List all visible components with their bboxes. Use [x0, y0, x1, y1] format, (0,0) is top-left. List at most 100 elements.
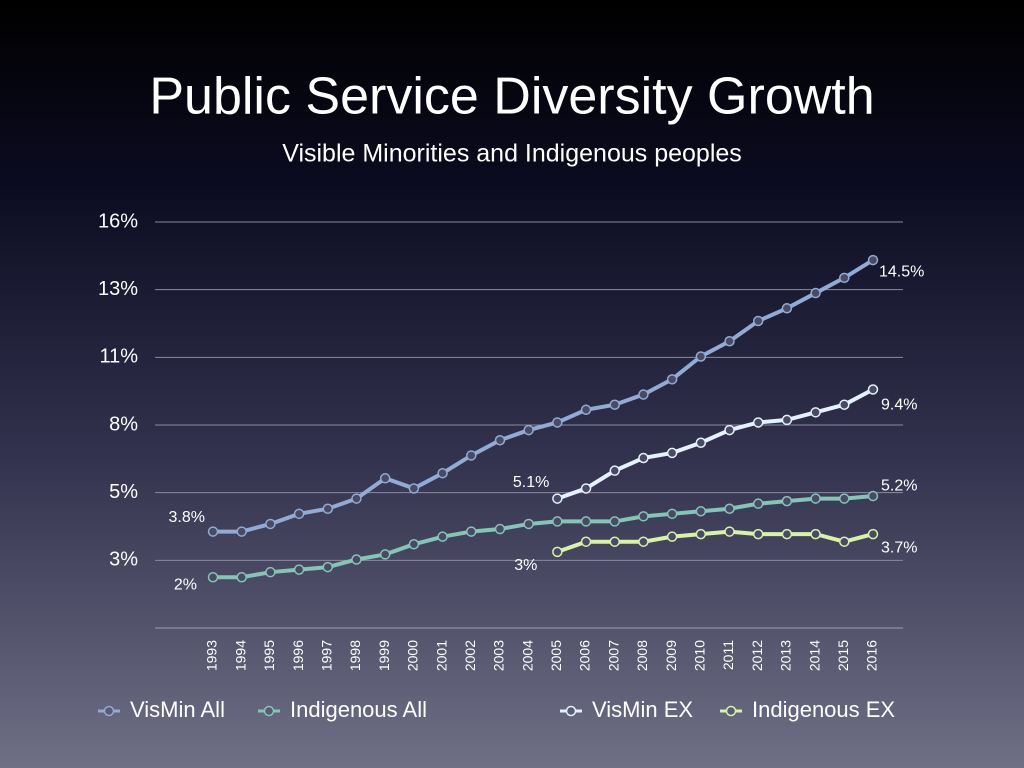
x-tick-label: 2003: [491, 640, 507, 671]
x-tick-label: 1997: [318, 640, 334, 671]
x-tick-label: 2008: [634, 640, 650, 671]
data-label: 2%: [174, 576, 197, 593]
x-tick-label: 2000: [405, 640, 421, 671]
data-label: 14.5%: [879, 263, 924, 280]
x-tick-label: 2002: [462, 640, 478, 671]
legend-item: VisMin All: [98, 697, 225, 722]
series-line: [556, 529, 874, 554]
data-point: [695, 351, 707, 362]
data-point: [810, 493, 821, 504]
x-tick-label: 2001: [433, 640, 449, 671]
data-point: [781, 495, 793, 507]
y-tick-label: 8%: [109, 413, 138, 435]
x-tick-label: 2006: [577, 640, 593, 671]
data-point: [207, 572, 219, 583]
series-line: [213, 494, 874, 580]
data-label: 3%: [514, 557, 537, 574]
legend-marker: [565, 705, 577, 717]
data-point: [322, 561, 334, 573]
data-label: 3.7%: [881, 539, 917, 556]
y-tick-label: 11%: [99, 346, 138, 368]
data-point: [752, 417, 764, 428]
data-point: [666, 531, 678, 542]
data-point: [408, 483, 420, 494]
legend-item: Indigenous EX: [720, 697, 895, 722]
x-tick-label: 2005: [548, 640, 564, 671]
legend-marker: [725, 705, 737, 717]
data-point: [666, 374, 678, 385]
y-tick-label: 13%: [98, 278, 138, 300]
data-point: [638, 511, 649, 522]
data-point: [609, 516, 620, 527]
data-label: 5.2%: [881, 477, 917, 494]
data-point: [293, 564, 305, 575]
data-point: [724, 526, 735, 537]
x-tick-label: 2012: [749, 640, 765, 671]
x-tick-label: 2007: [605, 640, 621, 671]
x-tick-label: 1994: [232, 640, 248, 671]
data-point: [466, 526, 477, 537]
data-point: [580, 404, 592, 416]
data-point: [552, 516, 563, 527]
data-point: [609, 399, 620, 410]
data-point: [638, 452, 649, 464]
x-tick-label: 1996: [290, 640, 306, 671]
legend-label: VisMin EX: [592, 697, 693, 722]
data-point: [351, 554, 362, 565]
chart-subtitle: Visible Minorities and Indigenous people…: [282, 140, 742, 168]
data-point: [265, 566, 276, 578]
legend-item: Indigenous All: [258, 697, 427, 722]
y-tick-label: 3%: [109, 549, 138, 571]
x-tick-label: 2015: [835, 640, 851, 671]
data-point: [351, 493, 362, 504]
data-point: [609, 536, 620, 547]
data-point: [810, 407, 821, 418]
legend-marker: [263, 705, 275, 717]
data-point: [810, 287, 821, 299]
legend-label: Indigenous EX: [752, 697, 895, 722]
data-point: [580, 483, 592, 494]
data-point: [379, 549, 391, 560]
data-point: [839, 272, 850, 284]
data-point: [810, 528, 821, 540]
data-point: [523, 424, 534, 436]
data-point: [666, 508, 678, 520]
data-point: [724, 336, 735, 347]
data-point: [867, 254, 879, 266]
data-point: [867, 490, 879, 502]
data-point: [207, 526, 219, 537]
x-tick-label: 1999: [376, 640, 392, 671]
data-point: [580, 516, 592, 527]
data-point: [552, 417, 563, 428]
data-point: [752, 315, 764, 327]
data-point: [695, 437, 707, 449]
data-point: [695, 528, 707, 540]
x-tick-label: 2014: [806, 640, 822, 671]
x-tick-label: 2010: [692, 640, 708, 671]
data-point: [867, 384, 879, 395]
data-point: [695, 506, 707, 517]
data-point: [781, 414, 793, 426]
data-point: [752, 528, 764, 540]
data-point: [839, 493, 850, 504]
data-point: [466, 450, 477, 461]
x-tick-label: 1998: [347, 640, 363, 671]
x-tick-label: 1993: [204, 640, 220, 671]
data-point: [724, 424, 735, 436]
data-label: 5.1%: [513, 474, 549, 491]
chart-title: Public Service Diversity Growth: [149, 68, 874, 126]
data-point: [839, 536, 850, 547]
data-point: [322, 503, 334, 514]
data-point: [580, 536, 592, 547]
y-tick-label: 5%: [109, 481, 138, 503]
data-point: [437, 467, 448, 479]
x-tick-label: 2004: [519, 640, 535, 671]
data-point: [408, 539, 420, 550]
data-point: [494, 523, 506, 535]
data-point: [494, 434, 506, 446]
data-point: [236, 572, 247, 583]
series-line: [213, 258, 875, 534]
data-point: [666, 447, 678, 459]
data-point: [293, 508, 305, 520]
x-tick-label: 1995: [261, 640, 277, 671]
